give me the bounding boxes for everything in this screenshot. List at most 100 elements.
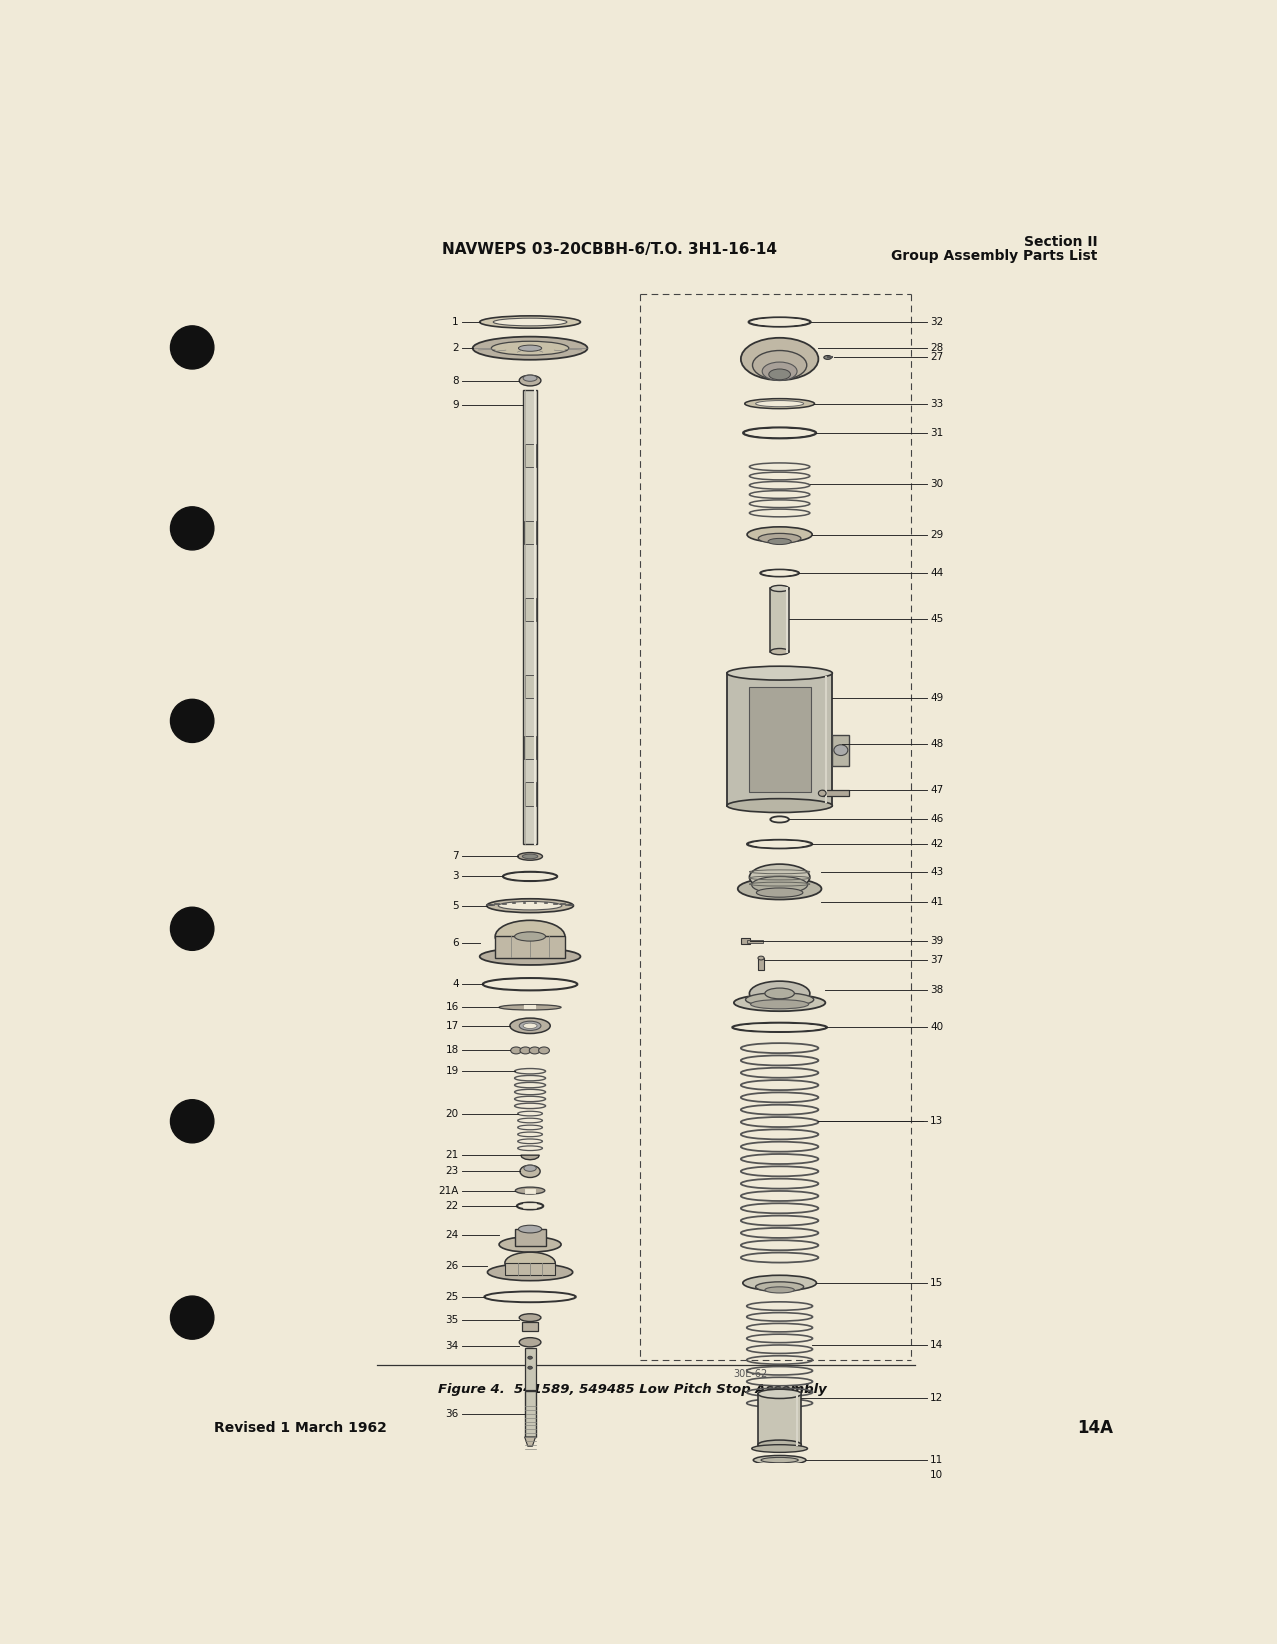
Ellipse shape: [524, 1023, 538, 1029]
Ellipse shape: [734, 995, 825, 1011]
Text: 42: 42: [930, 838, 944, 848]
Text: 30: 30: [930, 480, 944, 490]
Text: 10: 10: [930, 1470, 944, 1481]
Ellipse shape: [759, 1440, 802, 1450]
Bar: [770, 589, 789, 651]
Ellipse shape: [493, 1294, 567, 1300]
Text: 33: 33: [930, 398, 944, 409]
Ellipse shape: [522, 855, 538, 858]
Ellipse shape: [756, 1282, 803, 1292]
Bar: [525, 783, 535, 806]
Ellipse shape: [529, 1047, 540, 1054]
Text: 21: 21: [446, 1151, 458, 1161]
Ellipse shape: [527, 1356, 533, 1360]
Ellipse shape: [760, 569, 799, 577]
Bar: [524, 390, 538, 843]
Ellipse shape: [518, 1225, 541, 1233]
Polygon shape: [525, 1437, 535, 1447]
Text: 38: 38: [930, 985, 944, 995]
Text: 37: 37: [930, 955, 944, 965]
Ellipse shape: [746, 993, 813, 1006]
Text: 3: 3: [452, 871, 458, 881]
Text: 22: 22: [446, 1202, 458, 1212]
Ellipse shape: [738, 878, 821, 899]
Ellipse shape: [520, 1338, 541, 1346]
Text: Section II: Section II: [1024, 235, 1097, 248]
Ellipse shape: [518, 345, 541, 352]
Text: 47: 47: [930, 786, 944, 796]
Ellipse shape: [520, 375, 541, 386]
Ellipse shape: [753, 1455, 806, 1465]
Text: 35: 35: [446, 1315, 458, 1325]
Text: 20: 20: [446, 1108, 458, 1118]
Bar: [525, 1391, 535, 1437]
Text: Revised 1 March 1962: Revised 1 March 1962: [213, 1420, 387, 1435]
Text: 44: 44: [930, 569, 944, 579]
Ellipse shape: [743, 1276, 816, 1291]
Text: 29: 29: [930, 529, 944, 539]
Text: 25: 25: [446, 1292, 458, 1302]
Text: 13: 13: [930, 1116, 944, 1126]
Ellipse shape: [472, 337, 587, 360]
Ellipse shape: [511, 1047, 521, 1054]
Ellipse shape: [753, 842, 806, 847]
Text: 41: 41: [930, 898, 944, 907]
Ellipse shape: [770, 648, 789, 654]
Ellipse shape: [483, 978, 577, 990]
Ellipse shape: [759, 533, 801, 544]
Ellipse shape: [750, 981, 810, 1006]
Text: 7: 7: [452, 852, 458, 861]
Polygon shape: [521, 1156, 539, 1159]
Ellipse shape: [520, 1314, 541, 1322]
Circle shape: [170, 506, 213, 551]
Text: Group Assembly Parts List: Group Assembly Parts List: [891, 248, 1097, 263]
Circle shape: [170, 699, 213, 743]
Ellipse shape: [524, 1166, 536, 1171]
Text: NAVWEPS 03-20CBBH-6/T.O. 3H1-16-14: NAVWEPS 03-20CBBH-6/T.O. 3H1-16-14: [442, 242, 776, 256]
Text: 21A: 21A: [438, 1185, 458, 1195]
Text: 8: 8: [452, 375, 458, 386]
Circle shape: [170, 1295, 213, 1340]
Ellipse shape: [751, 429, 808, 436]
Ellipse shape: [819, 791, 826, 796]
Text: 28: 28: [930, 344, 944, 353]
Text: 46: 46: [930, 814, 944, 824]
Ellipse shape: [504, 1253, 555, 1274]
Ellipse shape: [756, 401, 803, 406]
Text: 16: 16: [446, 1003, 458, 1013]
Ellipse shape: [487, 899, 573, 912]
Bar: [833, 735, 849, 766]
Ellipse shape: [732, 1023, 827, 1032]
Text: 49: 49: [930, 692, 944, 702]
Ellipse shape: [515, 932, 545, 940]
Ellipse shape: [752, 876, 807, 893]
Text: 26: 26: [446, 1261, 458, 1271]
Bar: [525, 674, 535, 697]
Ellipse shape: [751, 1000, 808, 1009]
Ellipse shape: [752, 350, 807, 380]
Bar: [522, 1322, 538, 1332]
Ellipse shape: [759, 957, 764, 960]
Bar: [515, 1230, 545, 1246]
Ellipse shape: [508, 873, 552, 880]
Bar: [759, 958, 764, 970]
Text: 23: 23: [446, 1166, 458, 1177]
Ellipse shape: [769, 368, 790, 380]
Bar: [495, 937, 564, 958]
Ellipse shape: [516, 1187, 545, 1194]
Ellipse shape: [484, 1292, 576, 1302]
Ellipse shape: [747, 840, 812, 848]
Text: 5: 5: [452, 901, 458, 911]
Text: 19: 19: [446, 1067, 458, 1077]
Text: 39: 39: [930, 935, 944, 945]
Ellipse shape: [765, 1287, 794, 1292]
Ellipse shape: [492, 342, 568, 355]
Bar: [741, 939, 750, 944]
Ellipse shape: [539, 1047, 549, 1054]
Text: Figure 4.  541589, 549485 Low Pitch Stop Assembly: Figure 4. 541589, 549485 Low Pitch Stop …: [438, 1383, 826, 1396]
Bar: [822, 791, 849, 796]
Text: 1: 1: [452, 317, 458, 327]
Ellipse shape: [520, 1047, 531, 1054]
Ellipse shape: [770, 585, 789, 592]
Text: 6: 6: [452, 937, 458, 947]
